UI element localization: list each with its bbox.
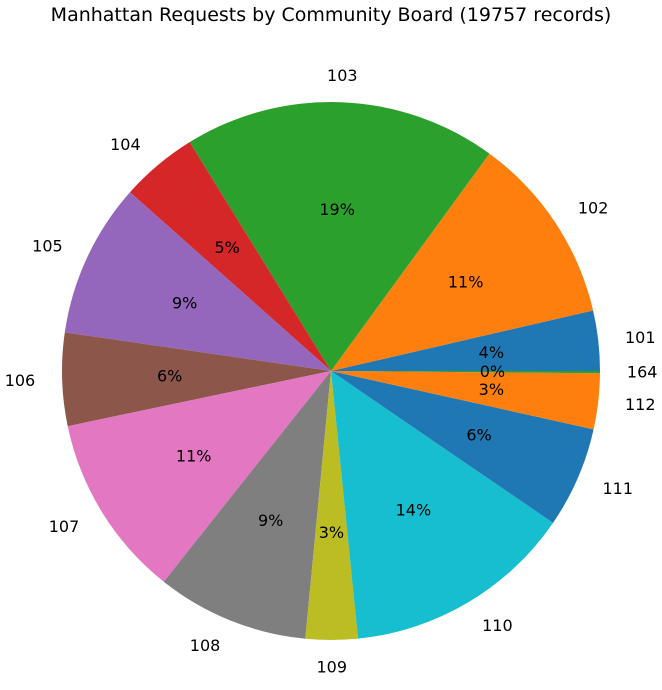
- pie-slice-label-111: 111: [602, 479, 633, 498]
- pie-slice-107: [67, 371, 332, 582]
- pie-slice-112: [331, 371, 600, 430]
- pie-slice-label-164: 164: [627, 363, 658, 382]
- pie-slice-108: [163, 371, 331, 639]
- pie-slice-pct-109: 3%: [319, 523, 344, 542]
- pie-slice-111: [331, 371, 594, 523]
- pie-slice-label-110: 110: [482, 616, 513, 635]
- pie-slice-label-109: 109: [316, 657, 347, 676]
- pie-slice-label-103: 103: [327, 66, 358, 85]
- chart-title: Manhattan Requests by Community Board (1…: [50, 4, 612, 26]
- pie-slice-105: [64, 192, 331, 371]
- pie-slice-106: [62, 332, 332, 427]
- pie-slice-pct-105: 9%: [172, 293, 197, 312]
- pie-slice-label-104: 104: [110, 135, 141, 154]
- pie-slice-pct-107: 11%: [176, 446, 212, 465]
- pie-slice-label-105: 105: [32, 237, 63, 256]
- pie-slice-label-106: 106: [5, 371, 36, 390]
- pie-slice-pct-164: 0%: [480, 362, 505, 381]
- pie-slice-label-107: 107: [49, 517, 80, 536]
- pie-slice-pct-110: 14%: [396, 500, 432, 519]
- pie-slice-110: [331, 371, 554, 639]
- pie-slice-103: [189, 102, 490, 372]
- pie-slice-pct-106: 6%: [157, 367, 182, 386]
- pie-slice-pct-102: 11%: [448, 273, 484, 292]
- pie-slice-label-102: 102: [578, 198, 609, 217]
- pie-slice-pct-111: 6%: [466, 426, 491, 445]
- pie-slice-pct-112: 3%: [479, 380, 504, 399]
- pie-slice-102: [331, 153, 594, 371]
- pie-slice-101: [331, 310, 600, 371]
- pie-slice-pct-104: 5%: [214, 238, 239, 257]
- pie-slice-109: [305, 371, 359, 640]
- pie-slice-label-112: 112: [625, 395, 656, 414]
- pie-slice-pct-103: 19%: [319, 200, 355, 219]
- pie-slice-pct-108: 9%: [258, 511, 283, 530]
- pie-slice-label-108: 108: [190, 636, 221, 655]
- pie-slice-pct-101: 4%: [479, 343, 504, 362]
- pie-slice-104: [129, 142, 331, 371]
- pie-slice-label-101: 101: [625, 328, 656, 347]
- pie-slice-164: [331, 371, 600, 374]
